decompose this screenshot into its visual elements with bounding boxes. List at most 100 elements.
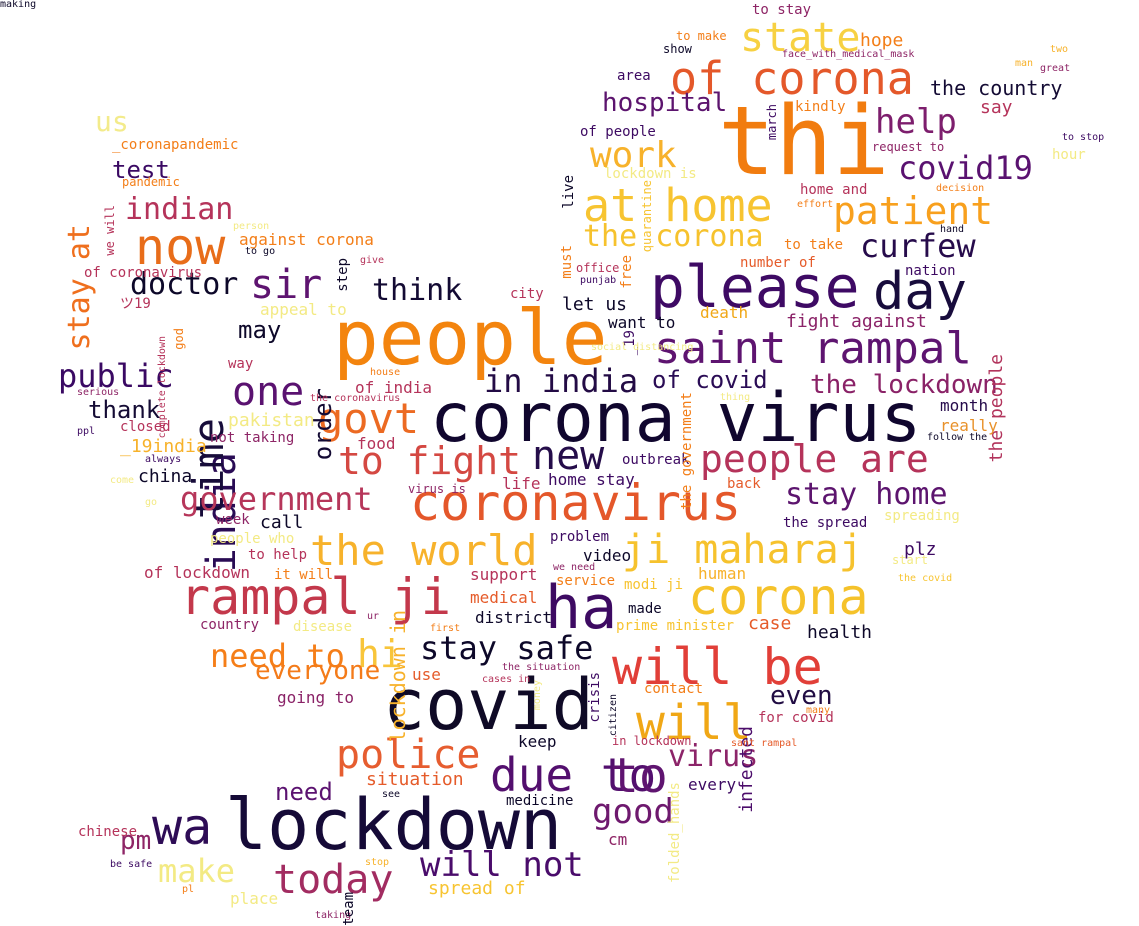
cloud-word: coronavirus: [410, 474, 742, 532]
cloud-word: death: [700, 303, 749, 322]
cloud-word: to go: [245, 246, 276, 257]
cloud-word: prime minister: [616, 618, 735, 634]
cloud-word: thank: [88, 396, 161, 424]
cloud-word: house: [370, 367, 401, 378]
cloud-word: place: [230, 889, 279, 908]
cloud-word: use: [412, 665, 441, 684]
cloud-word: us: [95, 105, 129, 138]
cloud-word: now: [135, 218, 226, 276]
cloud-word: country: [200, 617, 260, 633]
cloud-word: sir: [250, 262, 323, 308]
cloud-word: disease: [293, 619, 353, 635]
cloud-word: the country: [930, 76, 1063, 100]
cloud-word: good: [592, 792, 674, 832]
cloud-word: virus: [668, 739, 759, 774]
cloud-word: follow the: [927, 432, 988, 443]
cloud-word: situation: [366, 769, 464, 790]
cloud-word: spreading: [884, 508, 960, 524]
cloud-word: public: [58, 357, 174, 395]
cloud-word: citizen: [608, 694, 619, 737]
cloud-word: police: [336, 732, 481, 778]
cloud-word: covid: [383, 664, 594, 746]
cloud-word: people are: [700, 437, 929, 481]
cloud-word: sant rampal: [731, 738, 798, 749]
cloud-word: _19india: [120, 436, 207, 457]
cloud-word: govt: [318, 394, 420, 443]
cloud-word: pakistan: [228, 410, 315, 431]
cloud-word: money: [532, 680, 543, 711]
cloud-word: fight against: [786, 311, 927, 332]
cloud-word: to stay: [752, 2, 812, 18]
cloud-word: modi ji: [624, 577, 684, 593]
cloud-word: pandemic: [122, 175, 180, 189]
cloud-word: show: [663, 42, 692, 56]
cloud-word: pm: [120, 826, 152, 856]
cloud-word: home and: [800, 182, 868, 198]
cloud-word: day: [873, 262, 967, 322]
cloud-word: to fight: [338, 439, 522, 483]
cloud-word: spread of: [428, 878, 526, 899]
cloud-word: state: [740, 15, 861, 61]
cloud-word: life: [502, 474, 541, 493]
cloud-word: doctor: [130, 267, 239, 302]
cloud-word: chinese: [78, 824, 138, 840]
cloud-word: in india: [484, 362, 639, 400]
cloud-word: corona virus: [430, 379, 922, 458]
cloud-word: ツ19: [120, 296, 151, 312]
cloud-word: to stop: [1062, 132, 1105, 143]
cloud-word: government: [180, 480, 373, 518]
cloud-word: month: [940, 396, 989, 415]
cloud-word: complete lockdown: [157, 336, 168, 439]
cloud-word: great: [1040, 63, 1071, 74]
cloud-word: patient: [833, 189, 994, 233]
cloud-word: the government: [679, 392, 695, 511]
cloud-word: china: [138, 466, 193, 487]
cloud-word: will: [636, 695, 752, 751]
cloud-word: folded_hands: [667, 782, 683, 884]
cloud-word: march: [765, 104, 779, 141]
cloud-word: making: [0, 0, 37, 10]
cloud-word: crisis: [587, 672, 603, 723]
cloud-word: lockdown is: [604, 166, 697, 182]
cloud-word: indian: [125, 192, 234, 227]
cloud-word: the people: [986, 354, 1007, 463]
cloud-word: keep: [518, 732, 557, 751]
cloud-word: the covid: [898, 573, 953, 584]
cloud-word: face_with_medical_mask: [782, 49, 915, 60]
cloud-word: virus is: [408, 482, 466, 496]
cloud-word: going to: [277, 688, 355, 707]
cloud-word: we need: [553, 562, 596, 573]
cloud-word: help: [875, 102, 957, 142]
cloud-word: in lockdown: [612, 734, 692, 748]
cloud-word: hope: [860, 30, 904, 51]
cloud-word: request to: [872, 140, 945, 154]
cloud-word: week: [216, 512, 250, 528]
cloud-word: ji maharaj: [622, 527, 863, 573]
cloud-word: curfew: [860, 227, 976, 265]
cloud-word: ur: [367, 611, 380, 622]
cloud-word: say: [980, 97, 1013, 118]
cloud-word: people who: [210, 531, 295, 547]
cloud-word: food: [357, 434, 396, 453]
cloud-word: office: [576, 261, 620, 275]
cloud-word: saint rampal: [654, 323, 972, 374]
cloud-word: service: [556, 573, 616, 589]
cloud-word: to help: [248, 547, 308, 563]
cloud-word: number of: [740, 255, 816, 271]
cloud-word: new: [532, 433, 605, 479]
cloud-word: human: [698, 564, 747, 583]
cloud-word: home stay: [548, 470, 635, 489]
cloud-word: today: [273, 857, 394, 903]
cloud-word: even: [770, 681, 833, 711]
cloud-word: thi: [718, 87, 890, 197]
cloud-word: team: [341, 892, 357, 926]
cloud-word: to: [610, 748, 668, 804]
cloud-word: wa: [152, 798, 213, 856]
cloud-word: live: [561, 175, 577, 209]
cloud-word: lockdown in: [386, 610, 410, 743]
cloud-word: of coronavirus: [84, 265, 203, 281]
cloud-word: problem: [550, 529, 610, 545]
cloud-word: outbreak: [622, 452, 690, 468]
cloud-word: contact: [644, 681, 704, 697]
cloud-word: back: [727, 476, 761, 492]
